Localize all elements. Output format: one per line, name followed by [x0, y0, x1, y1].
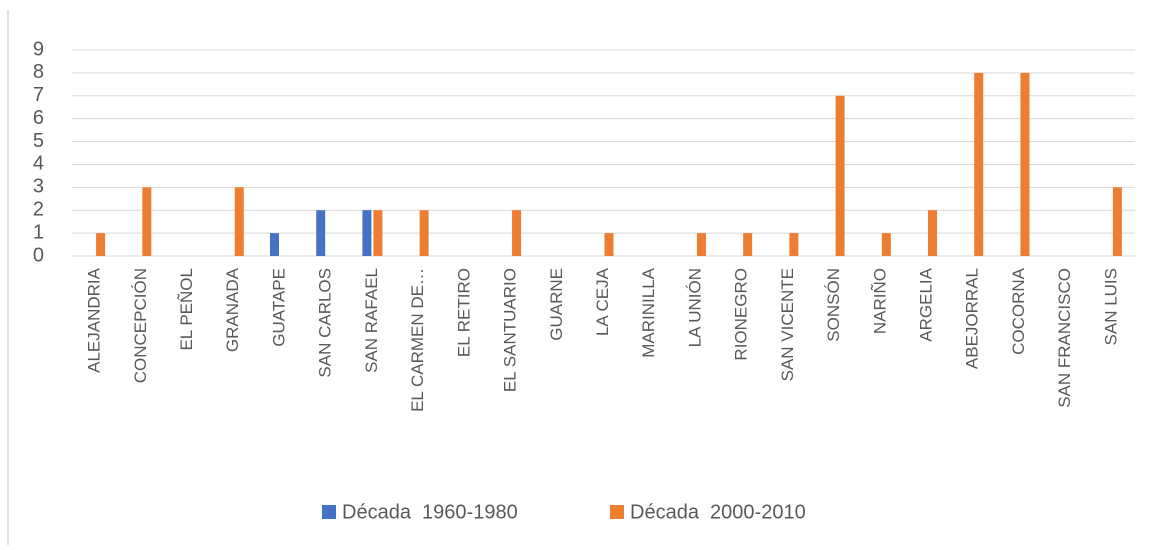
- y-tick-label: 6: [33, 107, 44, 129]
- y-tick-label: 9: [33, 38, 44, 60]
- x-tick-label: RIONEGRO: [732, 268, 751, 361]
- x-tick-label: SAN VICENTE: [778, 268, 797, 381]
- bar: [604, 233, 614, 256]
- x-tick-label: ABEJORRAL: [963, 268, 982, 369]
- x-tick-label: NARIÑO: [870, 268, 889, 334]
- x-tick-label: CONCEPCIÓN: [131, 268, 150, 383]
- x-tick-label: ALEJANDRIA: [85, 267, 104, 373]
- x-tick-label: EL SANTUARIO: [501, 268, 520, 392]
- y-tick-label: 5: [33, 130, 44, 152]
- bar: [1020, 72, 1030, 256]
- x-tick-label: COCORNA: [1009, 267, 1028, 355]
- x-tick-label: EL PEÑOL: [177, 268, 196, 351]
- y-tick-label: 2: [33, 199, 44, 221]
- bar: [419, 210, 429, 256]
- x-tick-label: SAN LUIS: [1101, 268, 1120, 345]
- bar: [696, 233, 706, 256]
- bar: [96, 233, 106, 256]
- x-tick-label: LA CEJA: [593, 267, 612, 336]
- bar: [269, 233, 279, 256]
- x-tick-label: EL RETIRO: [454, 268, 473, 357]
- bar: [1112, 187, 1122, 256]
- bar: [373, 210, 383, 256]
- bar: [512, 210, 522, 256]
- bar: [362, 210, 372, 256]
- y-tick-label: 3: [33, 176, 44, 198]
- bar: [928, 210, 938, 256]
- legend-label: Década 1960-1980: [342, 501, 518, 523]
- x-tick-label: SAN RAFAEL: [362, 268, 381, 373]
- y-tick-label: 1: [33, 221, 44, 243]
- bar: [789, 233, 799, 256]
- x-tick-label: GRANADA: [223, 267, 242, 352]
- x-tick-label: SONSÓN: [824, 268, 843, 342]
- bar: [743, 233, 753, 256]
- y-tick-label: 0: [33, 244, 44, 266]
- x-tick-label: LA UNIÓN: [685, 268, 704, 347]
- x-tick-label: MARINILLA: [639, 267, 658, 357]
- bar: [881, 233, 891, 256]
- bar: [974, 72, 984, 256]
- bar: [316, 210, 326, 256]
- x-tick-label: SAN CARLOS: [316, 268, 335, 378]
- x-tick-label: EL CARMEN DE…: [408, 268, 427, 412]
- legend-swatch: [322, 505, 336, 519]
- legend-label: Década 2000-2010: [630, 501, 806, 523]
- legend-swatch: [610, 505, 624, 519]
- bar: [234, 187, 244, 256]
- x-tick-label: GUATAPE: [269, 268, 288, 347]
- y-tick-label: 7: [33, 84, 44, 106]
- x-tick-label: GUARNE: [547, 268, 566, 341]
- x-tick-label: SAN FRANCISCO: [1055, 268, 1074, 408]
- y-tick-label: 8: [33, 61, 44, 83]
- bar: [142, 187, 152, 256]
- x-tick-label: ARGELIA: [917, 267, 936, 341]
- bar: [835, 95, 845, 257]
- y-tick-label: 4: [33, 153, 44, 175]
